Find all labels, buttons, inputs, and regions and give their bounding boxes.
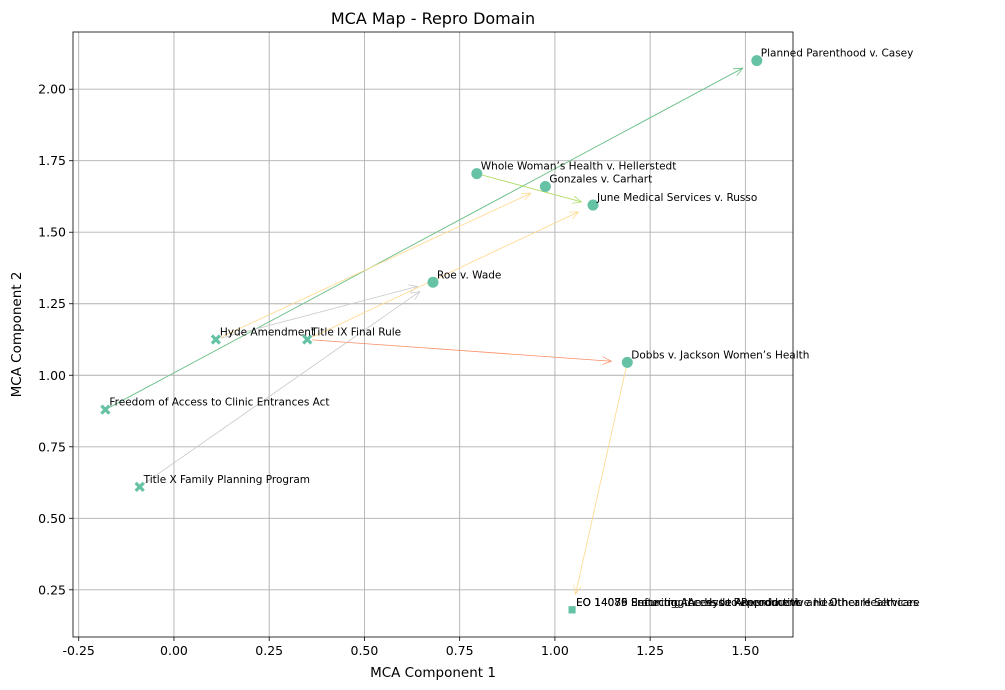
arrow-face-to-casey [109,68,743,408]
arrow-dobbs-to-eo1 [576,367,627,594]
point-label-june: June Medical Services v. Russo [596,192,757,204]
y-tick-label: 1.00 [38,368,66,383]
x-tick-label: 1.00 [541,643,569,658]
x-tick-label: 0.50 [351,643,379,658]
y-tick-label: 2.00 [38,82,66,97]
arrow-hyde-to-roe [220,286,418,339]
point-label-face: Freedom of Access to Clinic Entrances Ac… [109,397,329,409]
point-label-titlex: Title X Family Planning Program [143,474,310,486]
x-axis-label: MCA Component 1 [370,665,496,681]
point-label-roe: Roe v. Wade [437,269,501,281]
point-label-gonzales: Gonzales v. Carhart [549,173,652,185]
point-label-titleix: Title IX Final Rule [310,327,401,339]
case-point-gonzales [539,180,551,192]
case-point-casey [751,55,763,67]
x-tick-label: 0.25 [255,643,283,658]
chart-title: MCA Map - Repro Domain [331,9,535,28]
case-point-dobbs [621,356,633,368]
point-label-hyde: Hyde Amendment [220,327,315,339]
point-label-whole: Whole Woman’s Health v. Hellerstedt [481,161,677,173]
arrow-titlex-to-roe [143,291,420,485]
point-label-eo3: EO 14085 Enforcing the Hyde Amendment [576,597,800,609]
arrow-hyde-to-gonzales [220,193,530,338]
y-tick-label: 1.75 [38,153,66,168]
y-axis-label: MCA Component 2 [9,272,25,398]
law-point-face [100,404,111,415]
x-tick-label: 1.50 [731,643,759,658]
point-label-dobbs: Dobbs v. Jackson Women’s Health [631,349,809,361]
arrow-whole-to-june [481,174,582,202]
point-label-casey: Planned Parenthood v. Casey [761,48,914,60]
y-tick-label: 0.50 [38,511,66,526]
case-point-roe [427,276,439,288]
x-tick-label: -0.25 [63,643,95,658]
y-tick-label: 0.75 [38,439,66,454]
axis-ticks: -0.25 0.00 0.25 0.50 0.75 1.00 1.25 1.50 0.25 0.5… [38,82,759,658]
plot-frame [72,31,794,638]
point-label-eo1: EO 14076 Protecting Access to Reproducti… [576,597,918,609]
arrow-titleix-to-june [311,212,579,338]
x-tick-label: 0.75 [446,643,474,658]
y-tick-label: 0.25 [38,582,66,597]
x-tick-label: 1.25 [636,643,664,658]
point-label-eo2: EO 14079 Securing Access to Reproductive… [576,597,920,609]
y-tick-label: 1.25 [38,296,66,311]
y-tick-label: 1.50 [38,225,66,240]
x-tick-label: 0.00 [160,643,188,658]
law-point-titleix [302,334,313,345]
point-labels: Planned Parenthood v. Casey Whole Woman’s… [109,48,919,609]
arrows [109,68,743,594]
grid-lines [73,32,793,637]
arrow-titleix-to-dobbs [312,339,611,361]
law-point-titlex [134,481,145,492]
case-point-whole [471,168,483,180]
law-point-hyde [210,334,221,345]
case-point-june [587,199,599,211]
data-points [100,55,763,614]
order-point-eo3 [568,606,576,614]
